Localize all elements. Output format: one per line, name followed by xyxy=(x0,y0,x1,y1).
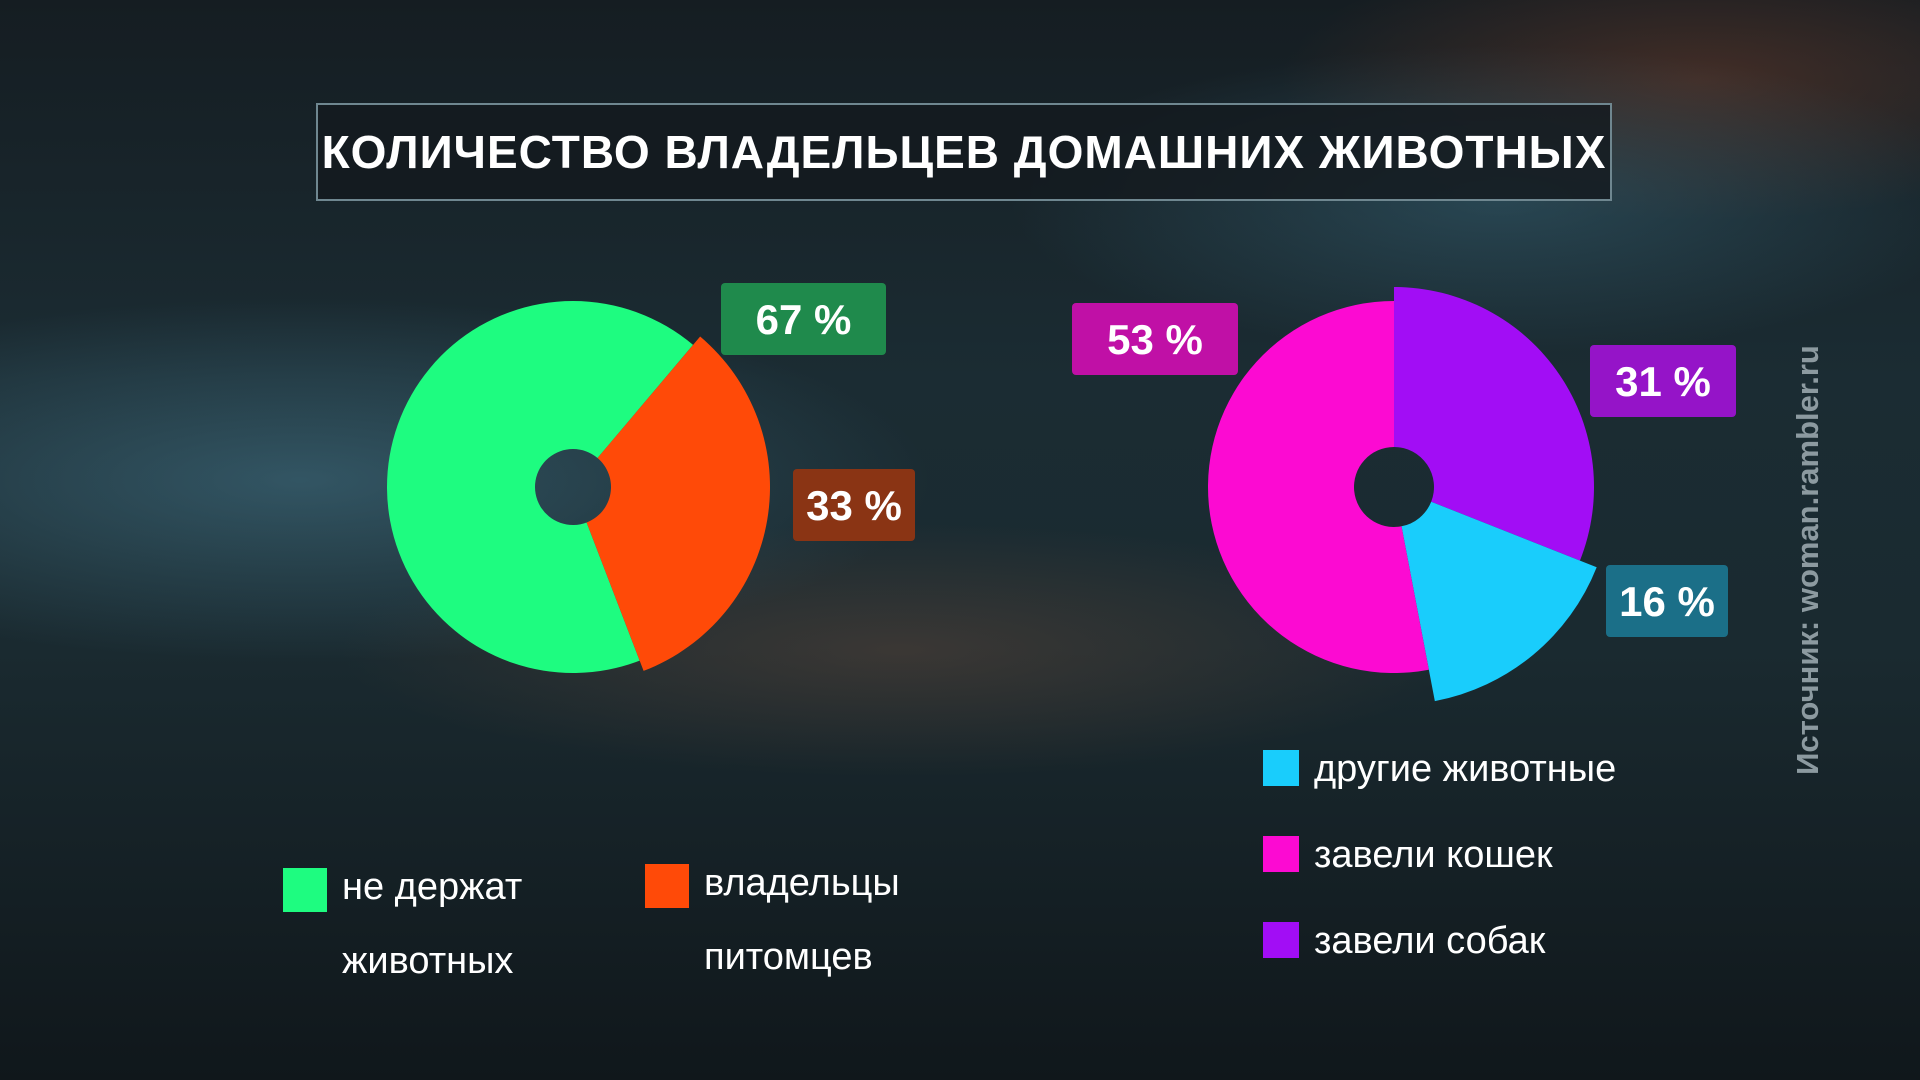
source-note: Источник: woman.rambler.ru xyxy=(1790,345,1825,775)
value-label: 67 % xyxy=(756,296,852,343)
pie-slice xyxy=(1394,287,1594,561)
value-label-box xyxy=(1072,303,1238,375)
legend-label: завели собак xyxy=(1314,920,1546,962)
chart-title: КОЛИЧЕСТВО ВЛАДЕЛЬЦЕВ ДОМАШНИХ ЖИВОТНЫХ xyxy=(321,126,1607,178)
legend-item-no-pets: не держат животных xyxy=(283,866,522,998)
value-label: 53 % xyxy=(1107,316,1203,363)
legend-item-cats: завели кошек xyxy=(1263,834,1553,892)
value-label-box xyxy=(793,469,915,541)
legend-swatch-cyan xyxy=(1263,750,1299,786)
value-label: 31 % xyxy=(1615,358,1711,405)
legend-swatch-red xyxy=(645,864,689,908)
legend-item-pet-owners: владельцы питомцев xyxy=(645,862,900,994)
legend-label: другие животные xyxy=(1314,748,1617,790)
value-label-box xyxy=(721,283,886,355)
pie-chart-pet-types: 31 % 16 % 53 % xyxy=(1072,287,1736,702)
legend-swatch-magenta xyxy=(1263,836,1299,872)
pie-slice xyxy=(1401,501,1597,702)
legend-swatch-purple xyxy=(1263,922,1299,958)
value-label: 16 % xyxy=(1619,578,1715,625)
legend-label: владельцы питомцев xyxy=(704,862,900,978)
pie-slice xyxy=(586,336,770,671)
chart-title-box: КОЛИЧЕСТВО ВЛАДЕЛЬЦЕВ ДОМАШНИХ ЖИВОТНЫХ xyxy=(316,103,1612,201)
legend-label: не держат животных xyxy=(342,866,523,982)
legend-item-other-animals: другие животные xyxy=(1263,748,1616,806)
legend-swatch-green xyxy=(283,868,327,912)
pie-chart-pet-ownership: 67 % 33 % xyxy=(387,283,915,673)
value-label-box xyxy=(1590,345,1736,417)
legend-label: завели кошек xyxy=(1314,834,1553,876)
value-label-box xyxy=(1606,565,1728,637)
pie-slice xyxy=(1208,301,1429,673)
pie-slice xyxy=(387,300,694,673)
legend-item-dogs: завели собак xyxy=(1263,920,1545,978)
value-label: 33 % xyxy=(806,482,902,529)
